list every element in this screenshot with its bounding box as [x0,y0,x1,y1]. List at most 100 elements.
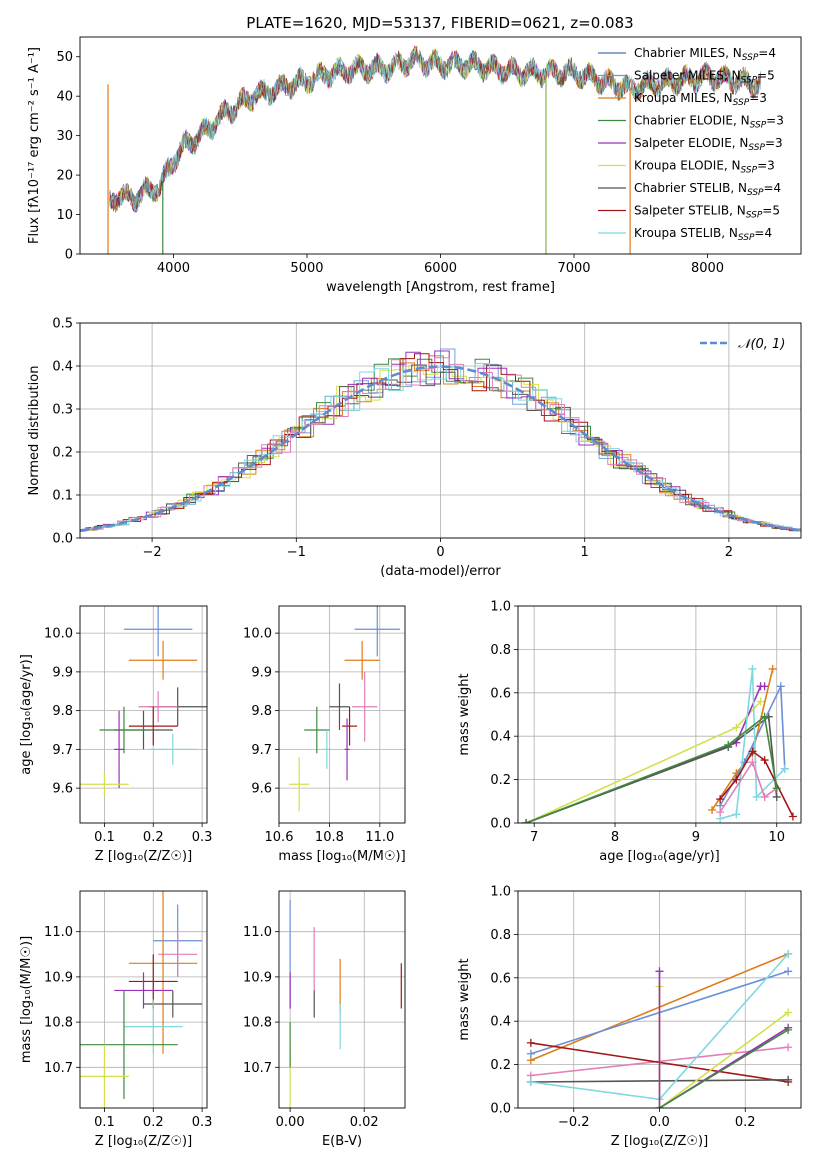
legend-subscript: SSP [738,233,755,243]
legend-count: =3 [749,91,767,105]
x-tick-label: 5000 [290,261,323,276]
y-tick-label: 9.7 [251,743,272,758]
y-tick-label: 0.2 [490,1058,511,1073]
y-tick-label: 0.0 [52,532,73,547]
x-tick-label: 8000 [691,261,724,276]
x-tick-label: −1 [287,545,306,560]
weight-marker [732,810,741,819]
errorbars [289,900,402,1108]
x-tick-label: 7000 [557,261,590,276]
y-tick-label: 10.8 [243,1016,272,1031]
legend-count: =5 [757,69,775,83]
legend-count: =3 [757,159,775,173]
y-tick-label: 9.8 [52,704,73,719]
x-axis-label: Z [log₁₀(Z/Z☉)] [611,1134,708,1149]
y-tick-label: 0.6 [490,686,511,701]
weight-marker [655,1104,664,1108]
y-tick-label: 10.7 [243,1061,272,1076]
y-tick-label: 0.2 [52,446,73,461]
y-tick-label: 9.9 [52,665,73,680]
weight-marker [748,747,757,756]
errorbars [80,891,203,1108]
y-axis-label: Normed distribution [27,366,42,496]
residuals-legend: 𝒩(0, 1) [700,337,785,352]
y-tick-label: 0.8 [490,643,511,658]
y-tick-label: 30 [56,129,73,144]
weight-marker [752,792,761,801]
y-axis-label: Flux [fλ10⁻¹⁷ erg cm⁻² s⁻¹ A⁻¹] [27,47,42,244]
axes-frame [79,36,802,255]
normal-curve [80,365,801,532]
x-tick-label: 8 [611,830,619,845]
y-tick-label: 10.7 [44,1061,73,1076]
x-tick-label: 0.3 [192,830,213,845]
mass_vs_EBV-panel: 0.00 0.02 10.7 10.8 10.9 11.0 E(B-V) [243,890,406,1149]
y-tick-label: 20 [56,169,73,184]
y-axis-label: mass weight [457,673,472,755]
spectrum-lines [107,45,761,254]
legend-count: =5 [762,204,780,218]
legend-count: =3 [765,136,783,150]
x-axis-label: age [log₁₀(age/yr)] [599,849,720,864]
weight-marker [756,697,765,706]
y-tick-label: 0.1 [52,489,73,504]
weight-marker [784,949,793,958]
x-tick-label: 10 [768,830,785,845]
weight-marker [526,1077,535,1086]
weight-line [659,1029,789,1108]
spectrum-line [109,45,761,212]
x-tick-label: 9 [692,830,700,845]
legend-label: Chabrier STELIB, NSSP=4 [634,181,781,198]
legend-subscript: SSP [742,53,759,63]
weight-marker [772,792,781,801]
y-tick-label: 0 [65,248,73,263]
axes-frame [79,322,802,539]
weight-marker [780,764,789,773]
weight-marker [784,967,793,976]
weight-marker [784,1043,793,1052]
axes-frame [278,890,406,1109]
y-tick-label: 50 [56,50,73,65]
weight-line [719,760,778,813]
x-tick-label: 0 [436,545,444,560]
weight-marker [716,795,725,804]
legend-subscript: SSP [748,143,765,153]
y-tick-label: 11.0 [243,925,272,940]
y-tick-label: 9.8 [251,704,272,719]
weight-marker [760,712,769,721]
y-tick-label: 9.6 [251,782,272,797]
y-tick-label: 10.9 [44,970,73,985]
legend-label: Chabrier ELODIE, NSSP=3 [634,114,784,131]
y-tick-label: 40 [56,90,73,105]
x-tick-label: −2 [143,545,162,560]
x-tick-label: 0.1 [94,830,115,845]
x-tick-label: 0.1 [94,1115,115,1130]
axes-frame [79,890,208,1109]
legend-label: Salpeter STELIB, NSSP=5 [634,204,780,221]
legend-subscript: SSP [746,211,763,221]
y-tick-label: 11.0 [44,925,73,940]
mass_vs_Z-panel: 0.1 0.2 0.3 10.7 10.8 10.9 11.0 Z [log₁₀(Z/Z☉)]… [19,890,212,1149]
residuals-panel: −2 −1 0 1 2 0.0 0.1 0.2 0.3 0.4 0.5 (data-model)/er… [27,317,802,579]
weight-marker [732,775,741,784]
legend-count: =4 [764,181,782,195]
weight-marker [526,1049,535,1058]
weight-marker [724,740,733,749]
legend-label: Kroupa STELIB, NSSP=4 [634,226,772,243]
legend-subscript: SSP [741,76,758,86]
x-axis-label: wavelength [Angstrom, rest frame] [326,280,555,295]
spectrum-panel: 4000 5000 6000 7000 8000 0 10 20 30 40 50 wavelengt… [27,36,802,295]
weight-marker [748,664,757,673]
weight-lines [522,664,797,823]
errorbars [80,606,207,796]
weight-marker [708,805,717,814]
y-axis-label: mass [log₁₀(M/M☉)] [19,936,34,1063]
y-tick-label: 0.0 [490,817,511,832]
weight-marker [768,664,777,673]
x-tick-label: 0.2 [735,1115,756,1130]
x-tick-label: 2 [725,545,733,560]
x-tick-label: 6000 [424,261,457,276]
x-tick-label: 0.2 [143,1115,164,1130]
legend-subscript: SSP [741,166,758,176]
